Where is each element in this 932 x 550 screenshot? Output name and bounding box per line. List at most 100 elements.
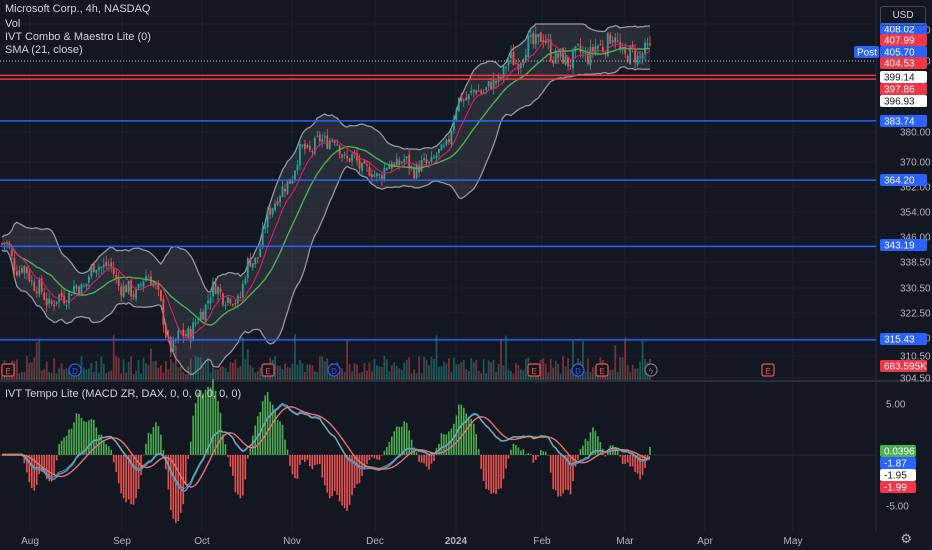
candle-body [542,40,545,43]
candle-body [529,34,532,37]
candle-body [145,276,147,281]
osc-histogram-bar [371,455,373,457]
volume-bar [398,368,401,380]
volume-bar [385,359,388,380]
volume-bar [403,362,406,380]
volume-bar [125,372,128,380]
candle-body [614,37,617,43]
price-axis-tick: 322.50 [900,309,931,320]
volume-bar [137,359,140,380]
oscillator-pane [0,379,876,523]
osc-histogram-bar [410,439,413,455]
osc-histogram-bar [80,417,83,455]
osc-histogram-bar [289,455,291,466]
volume-bar [249,365,252,380]
osc-histogram-bar [592,427,594,455]
osc-histogram-bar [512,443,515,455]
osc-histogram-bar [112,455,115,463]
volume-bar [43,369,46,380]
volume-bar [241,337,244,380]
volume-bar [368,362,371,380]
volume-bar [395,365,398,380]
osc-histogram-bar [311,455,314,470]
osc-histogram-bar [644,455,646,468]
osc-histogram-bar [634,455,636,472]
volume-bar [388,371,391,380]
osc-histogram-bar [50,455,53,482]
volume-bar [361,371,363,380]
osc-histogram-bar [68,429,70,455]
osc-histogram-bar [589,432,592,455]
volume-bar [234,359,237,380]
price-axis-tick: 346.00 [900,233,931,244]
osc-histogram-bar [333,455,336,491]
volume-bar [299,360,301,380]
volume-bar [375,365,378,380]
candle-body [587,53,589,64]
volume-bar [626,364,629,380]
osc-histogram-bar [403,421,406,455]
volume-bar [358,372,361,380]
osc-histogram-bar [229,455,232,467]
horizontal-levels[interactable] [0,60,876,341]
volume-bar [393,362,396,380]
time-axis-tick: Nov [283,536,301,547]
indicator-legend-1[interactable]: IVT Combo & Maestro Lite (0) [5,31,151,43]
osc-histogram-bar [455,415,458,455]
volume-bar [564,366,567,380]
volume-legend[interactable]: Vol [5,18,21,30]
osc-histogram-bar [65,435,68,455]
volume-bar [217,369,219,380]
volume-bar [157,367,160,380]
volume-bar [480,373,483,380]
volume-bar [147,365,150,380]
osc-histogram-bar [527,452,530,455]
osc-histogram-bar [433,455,435,461]
candle-body [209,297,212,304]
osc-histogram-bar [428,455,430,470]
candle-body [80,284,83,297]
candle-body [649,43,651,46]
candle-body [577,44,579,46]
osc-histogram-bar [122,455,125,499]
candles[interactable] [1,26,651,358]
candle-body [641,55,644,59]
candle-body [261,228,264,248]
volume-bar [135,370,137,380]
volume-bar [485,373,488,380]
volume-bar [460,362,463,380]
volume-bar [239,365,242,380]
candle-body [567,56,569,67]
volume-bar [346,339,349,380]
candle-body [184,334,187,337]
volume-bar [582,341,584,380]
osc-histogram-bar [23,455,26,464]
volume-bar [142,357,145,380]
candle-body [378,174,381,176]
candle-body [60,292,63,297]
candle-body [92,263,95,273]
volume-bar [465,369,468,380]
volume-bar [48,372,51,380]
osc-line-green [2,404,651,490]
candle-body [383,167,386,180]
candle-body [40,278,43,292]
currency-button[interactable]: USD [880,6,926,26]
candle-body [462,99,465,101]
symbol-legend[interactable]: Microsoft Corp., 4h, NASDAQ [5,3,151,15]
volume-bar [490,362,493,380]
candle-body [505,67,507,69]
volume-bar [214,369,217,380]
indicator-legend-2[interactable]: SMA (21, close) [5,44,83,56]
candle-body [408,154,411,169]
gear-icon[interactable]: ⚙ [900,531,912,546]
volume-bar [281,369,284,380]
candle-body [465,97,468,101]
osc-histogram-bar [366,455,368,465]
osc-histogram-bar [507,455,510,459]
time-axis-tick: May [784,536,803,547]
oscillator-legend[interactable]: IVT Tempo Lite (MACD ZR, DAX, 0, 0, 0, 0… [5,388,242,400]
osc-histogram-bar [482,455,485,481]
